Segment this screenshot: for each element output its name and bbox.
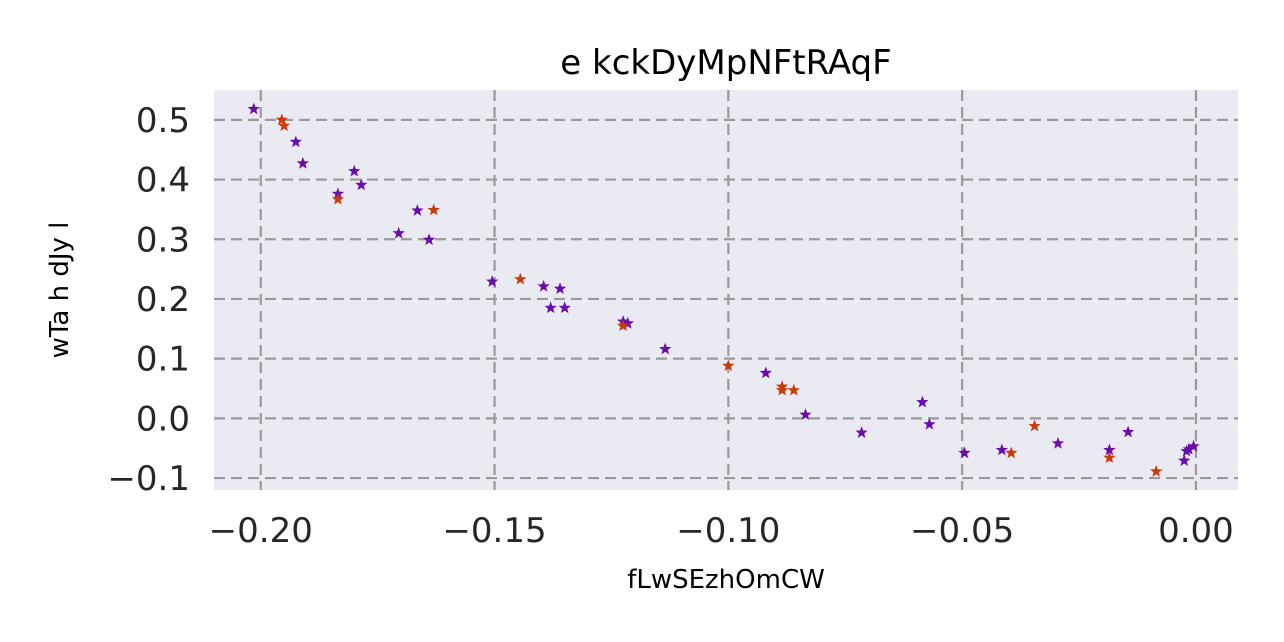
data-point-star xyxy=(722,359,735,372)
data-point-star xyxy=(427,203,440,216)
data-point-star xyxy=(289,135,303,148)
data-point-star xyxy=(422,233,436,246)
data-point-star xyxy=(275,113,288,126)
data-point-star xyxy=(1005,446,1018,459)
data-point-star xyxy=(1028,419,1041,432)
y-tick-label: −0.1 xyxy=(107,459,190,499)
data-point-star xyxy=(514,272,527,285)
x-ticks: −0.20 −0.15 −0.10 −0.05 0.00 xyxy=(209,511,1234,551)
data-point-star xyxy=(558,301,571,314)
data-point-star xyxy=(923,417,936,430)
data-point-star xyxy=(392,226,405,239)
data-point-star xyxy=(1149,464,1163,477)
y-ticks: −0.1 0.0 0.1 0.2 0.3 0.4 0.5 xyxy=(107,101,190,499)
data-point-star xyxy=(544,301,557,314)
data-point-star xyxy=(1103,443,1116,456)
data-point-star xyxy=(348,164,361,177)
plot-area xyxy=(214,90,1238,490)
data-point-star xyxy=(616,319,630,332)
data-point-star xyxy=(1182,442,1196,455)
data-point-star xyxy=(759,366,772,379)
x-tick-label: −0.05 xyxy=(910,511,1014,551)
data-point-star xyxy=(1121,425,1135,438)
data-point-star xyxy=(855,426,868,438)
data-point-star xyxy=(775,383,789,396)
data-point-star xyxy=(486,275,499,287)
data-point-star xyxy=(355,178,368,191)
data-point-star xyxy=(411,204,424,216)
data-point-star xyxy=(247,102,260,115)
data-point-star xyxy=(1051,436,1065,449)
data-point-star xyxy=(296,156,310,169)
y-axis-label: wTa h dJy l xyxy=(45,222,75,359)
data-point-star xyxy=(277,119,291,132)
y-tick-label: 0.1 xyxy=(136,340,190,380)
x-tick-label: 0.00 xyxy=(1158,511,1234,551)
y-tick-label: 0.0 xyxy=(136,399,190,439)
y-tick-label: 0.5 xyxy=(136,101,190,141)
data-point-star xyxy=(621,316,634,329)
x-tick-label: −0.15 xyxy=(442,511,546,551)
data-point-star xyxy=(995,443,1009,456)
chart-title: e kckDyMpNFtRAqF xyxy=(560,43,891,83)
data-point-star xyxy=(537,279,550,292)
data-point-star xyxy=(787,383,800,396)
data-point-star xyxy=(1187,439,1200,452)
data-point-star xyxy=(659,342,672,355)
y-tick-label: 0.3 xyxy=(136,220,190,260)
data-point-star xyxy=(916,395,929,408)
data-point-star xyxy=(958,446,971,459)
x-axis-label: fLwSEzhOmCW xyxy=(627,565,825,595)
y-tick-label: 0.4 xyxy=(136,161,190,201)
data-points xyxy=(247,102,1200,477)
x-tick-label: −0.20 xyxy=(209,511,313,551)
data-point-star xyxy=(1103,451,1116,464)
y-tick-label: 0.2 xyxy=(136,280,190,320)
data-point-star xyxy=(799,408,812,421)
data-point-star xyxy=(331,192,345,205)
x-tick-label: −0.10 xyxy=(676,511,780,551)
data-point-star xyxy=(553,282,567,295)
data-point-star xyxy=(1178,454,1191,466)
grid xyxy=(214,90,1238,490)
